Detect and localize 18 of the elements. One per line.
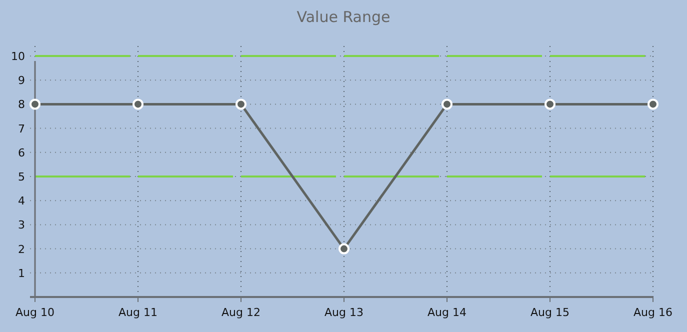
x-tick-label: Aug 11 [118, 306, 158, 319]
y-tick-label: 1 [18, 266, 25, 280]
x-tick-label: Aug 12 [222, 306, 260, 319]
y-tick-label: 3 [18, 218, 25, 232]
x-tick-label: Aug 13 [324, 306, 364, 319]
x-tick-label: Aug 15 [530, 306, 570, 319]
x-tick-label: Aug 10 [16, 306, 54, 319]
y-tick-label: 6 [18, 146, 25, 160]
y-tick-label: 5 [18, 170, 25, 184]
chart-title: Value Range [296, 8, 390, 26]
y-tick-label: 7 [18, 122, 25, 136]
y-tick-label: 10 [11, 50, 25, 63]
y-tick-label: 4 [18, 194, 25, 208]
x-tick-label: Aug 14 [428, 306, 466, 319]
y-tick-label: 9 [18, 74, 25, 88]
y-tick-label: 8 [18, 98, 25, 112]
x-tick-label: Aug 16 [634, 306, 672, 319]
y-tick-label: 2 [18, 242, 25, 256]
